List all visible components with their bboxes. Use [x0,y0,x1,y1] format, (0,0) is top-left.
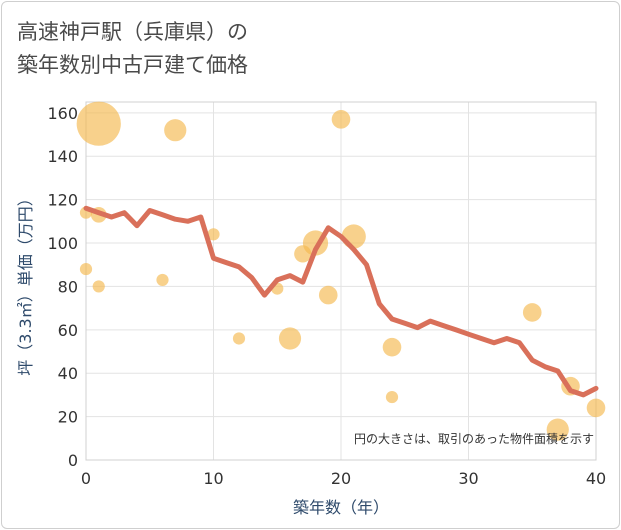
plot-area-frame [85,101,597,461]
y-axis-ticks: 0 20 40 60 80 100 120 140 160 [47,104,78,470]
data-point-bubble [331,110,351,129]
data-point-bubble [164,119,187,142]
chart-title-line-1: 高速神戸駅（兵庫県）の [17,20,248,44]
data-point-bubble [385,390,399,404]
x-tick-label: 30 [458,469,478,488]
y-tick-label: 140 [47,147,78,166]
y-tick-label: 20 [58,408,78,427]
data-point-bubble [79,262,93,276]
data-point-bubble [586,398,606,418]
data-point-bubble [341,224,366,249]
y-tick-label: 100 [47,234,78,253]
y-tick-label: 120 [47,191,78,210]
data-point-bubble [232,332,246,345]
y-tick-label: 160 [47,104,78,123]
data-point-bubble [278,327,302,350]
bubble-size-note: 円の大きさは、取引のあった物件面積を示す [354,431,594,446]
data-point-bubble [156,273,169,287]
y-tick-label: 60 [58,321,78,340]
data-point-bubble [522,303,542,322]
data-point-bubble [546,418,569,441]
data-point-bubble [92,280,105,293]
data-point-bubble [382,337,402,357]
y-tick-label: 80 [58,277,78,296]
data-point-bubble [76,101,121,146]
y-axis-label: 坪（3.3㎡）単価（万円） [16,190,35,375]
chart-title: 高速神戸駅（兵庫県）の 築年数別中古戸建て価格 [17,16,248,82]
x-tick-label: 10 [203,469,223,488]
x-tick-label: 40 [586,469,606,488]
bubble-series [76,101,606,441]
data-point-bubble [207,228,220,241]
data-point-bubble [318,285,338,305]
x-axis-ticks: 0 10 20 30 40 [81,469,606,488]
x-tick-label: 0 [81,469,91,488]
average-price-line [83,205,599,398]
y-tick-label: 0 [68,451,78,470]
chart-title-line-2: 築年数別中古戸建て価格 [17,53,248,77]
y-tick-label: 40 [58,364,78,383]
x-axis-label: 築年数（年） [293,498,389,517]
x-tick-label: 20 [331,469,351,488]
